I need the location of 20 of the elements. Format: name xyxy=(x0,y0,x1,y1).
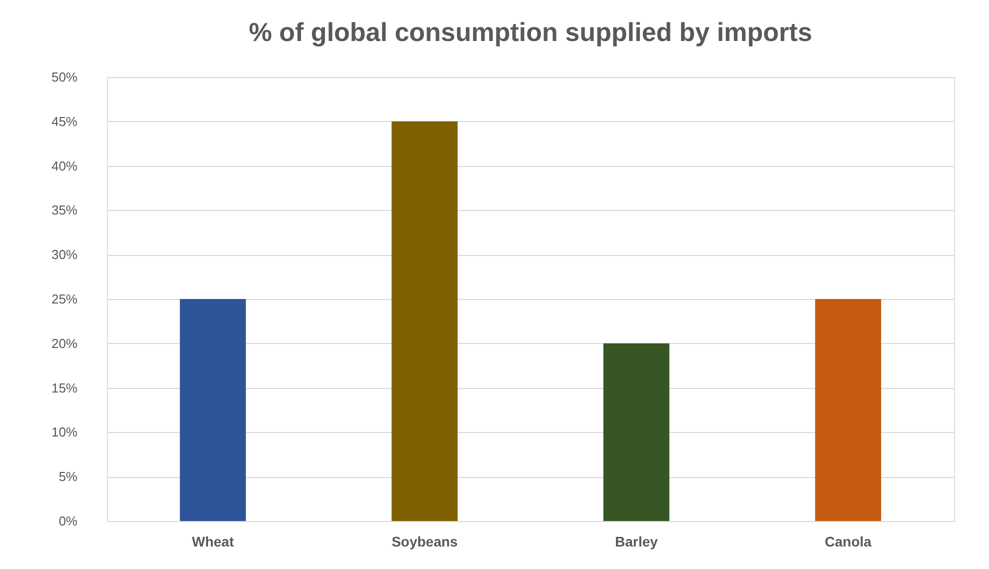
y-tick-label: 50% xyxy=(51,70,78,84)
bar xyxy=(815,299,882,521)
y-tick-label: 20% xyxy=(51,336,78,351)
y-tick-label: 5% xyxy=(58,469,78,484)
y-tick-label: 10% xyxy=(51,424,78,440)
bar xyxy=(392,121,458,521)
x-tick-label: Barley xyxy=(614,534,658,550)
x-tick-label: Canola xyxy=(824,534,872,550)
y-tick-label: 25% xyxy=(51,292,78,306)
x-tick-label: Soybeans xyxy=(392,534,458,550)
y-tick-label: 40% xyxy=(51,158,78,174)
y-tick-label: 0% xyxy=(58,514,78,528)
chart-title: % of global consumption supplied by imports xyxy=(248,17,812,47)
y-tick-label: 15% xyxy=(51,380,78,396)
bar xyxy=(180,299,246,521)
bar xyxy=(603,343,670,521)
y-tick-label: 35% xyxy=(51,202,78,218)
x-tick-label: Wheat xyxy=(192,534,234,550)
y-tick-label: 45% xyxy=(51,114,78,129)
y-tick-label: 30% xyxy=(51,247,78,262)
